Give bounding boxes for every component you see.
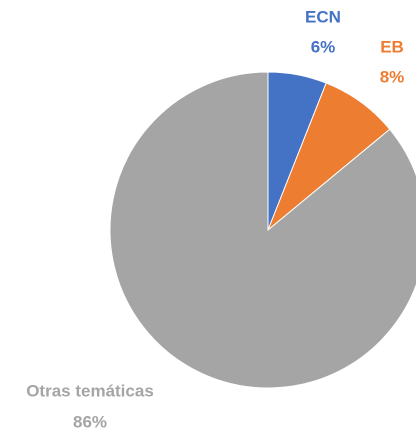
slice-label-value: 6% <box>311 37 336 56</box>
slice-label-name: Otras temáticas <box>26 381 154 400</box>
slice-label-name: ECN <box>305 7 341 26</box>
pie-slice <box>109 71 416 389</box>
slice-label-value: 8% <box>380 67 405 86</box>
slice-label-value: 86% <box>73 412 107 431</box>
slice-label-name: EB <box>380 37 404 56</box>
